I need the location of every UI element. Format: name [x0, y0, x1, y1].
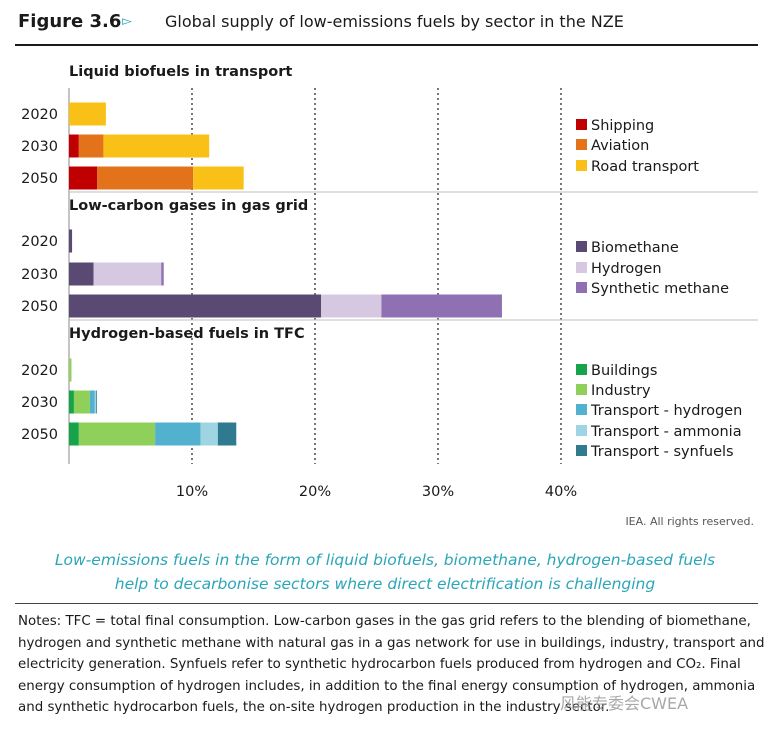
- notes-line: hydrogen and synthetic methane with natu…: [18, 635, 765, 651]
- x-tick-label: 40%: [545, 484, 577, 500]
- x-tick-label: 10%: [176, 484, 208, 500]
- caption-line: help to decarbonise sectors where direct…: [114, 575, 656, 593]
- x-tick-label: 30%: [422, 484, 454, 500]
- legend-swatch: [576, 262, 587, 273]
- bar-segment: [96, 390, 97, 414]
- x-tick-label: 20%: [299, 484, 331, 500]
- notes-line: energy consumption of hydrogen includes,…: [18, 678, 756, 694]
- bar-segment: [381, 294, 502, 318]
- figure-number: Figure 3.6: [18, 11, 122, 32]
- bar-segment: [94, 390, 97, 414]
- header-divider: [15, 44, 758, 46]
- legend-swatch: [576, 241, 587, 252]
- bar-segment: [321, 294, 382, 318]
- notes: Notes: TFC = total final consumption. Lo…: [18, 611, 765, 719]
- bar-segment: [69, 166, 98, 190]
- legend-swatch: [576, 384, 587, 395]
- bar-segment: [78, 134, 104, 158]
- panel-title: Liquid biofuels in transport: [69, 64, 292, 80]
- bar-segment: [89, 390, 95, 414]
- notes-line: electricity generation. Synfuels refer t…: [18, 657, 741, 672]
- category-label: 2020: [21, 363, 58, 379]
- bar-segment: [69, 390, 74, 414]
- bar-segment: [69, 134, 79, 158]
- bar-segment: [69, 229, 73, 253]
- notes-line: Notes: TFC = total final consumption. Lo…: [18, 614, 751, 629]
- notes-divider: [15, 603, 758, 604]
- category-label: 2030: [21, 395, 58, 411]
- bar-segment: [193, 166, 244, 190]
- figure-header: Figure 3.6 ▻ Global supply of low-emissi…: [0, 0, 768, 52]
- legend-label: Road transport: [591, 159, 699, 175]
- legend-label: Biomethane: [591, 240, 679, 256]
- category-label: 2020: [21, 107, 58, 123]
- figure-caption: Low-emissions fuels in the form of liqui…: [30, 548, 740, 596]
- legend-label: Transport - ammonia: [590, 424, 742, 440]
- chart: Liquid biofuels in transport 2020 2030 2050…: [21, 64, 758, 500]
- panel-title: Low-carbon gases in gas grid: [69, 198, 308, 214]
- caption-line: Low-emissions fuels in the form of liqui…: [54, 551, 716, 569]
- bar-segment: [217, 422, 237, 446]
- category-label: 2030: [21, 267, 58, 283]
- figure-title: Global supply of low-emissions fuels by …: [165, 12, 624, 31]
- bar-segment: [97, 166, 194, 190]
- credit-text: IEA. All rights reserved.: [625, 515, 754, 528]
- bar-segment: [103, 134, 210, 158]
- legend-swatch: [576, 119, 587, 130]
- legend-swatch: [576, 139, 587, 150]
- bar-segment: [69, 262, 94, 286]
- legend-label: Shipping: [591, 118, 654, 134]
- legend-label: Synthetic methane: [591, 281, 729, 297]
- legend-swatch: [576, 425, 587, 436]
- legend-swatch: [576, 282, 587, 293]
- bar-segment: [73, 390, 90, 414]
- legend-label: Aviation: [591, 138, 649, 154]
- notes-line: and synthetic hydrocarbon fuels, the on-…: [18, 700, 610, 715]
- figure-marker-icon: ▻: [122, 14, 132, 29]
- legend-label: Industry: [591, 383, 651, 399]
- bar-segment: [69, 294, 322, 318]
- legend-label: Transport - synfuels: [590, 444, 734, 460]
- panel-title: Hydrogen-based fuels in TFC: [69, 326, 305, 342]
- legend-label: Transport - hydrogen: [590, 403, 742, 419]
- watermark-logo: 风能专委会CWEA: [560, 694, 689, 713]
- bar-segment: [93, 262, 162, 286]
- category-label: 2050: [21, 299, 58, 315]
- legend-swatch: [576, 364, 587, 375]
- bar-segment: [155, 422, 201, 446]
- bar-segment: [69, 358, 72, 382]
- bar-segment: [200, 422, 218, 446]
- legend-label: Buildings: [591, 363, 657, 379]
- legend-swatch: [576, 404, 587, 415]
- category-label: 2050: [21, 171, 58, 187]
- legend-swatch: [576, 445, 587, 456]
- bar-segment: [161, 262, 164, 286]
- bar-segment: [69, 422, 79, 446]
- category-label: 2020: [21, 234, 58, 250]
- bar-segment: [78, 422, 156, 446]
- bar-segment: [69, 102, 106, 126]
- category-label: 2030: [21, 139, 58, 155]
- legend-label: Hydrogen: [591, 261, 662, 277]
- category-label: 2050: [21, 427, 58, 443]
- legend-swatch: [576, 160, 587, 171]
